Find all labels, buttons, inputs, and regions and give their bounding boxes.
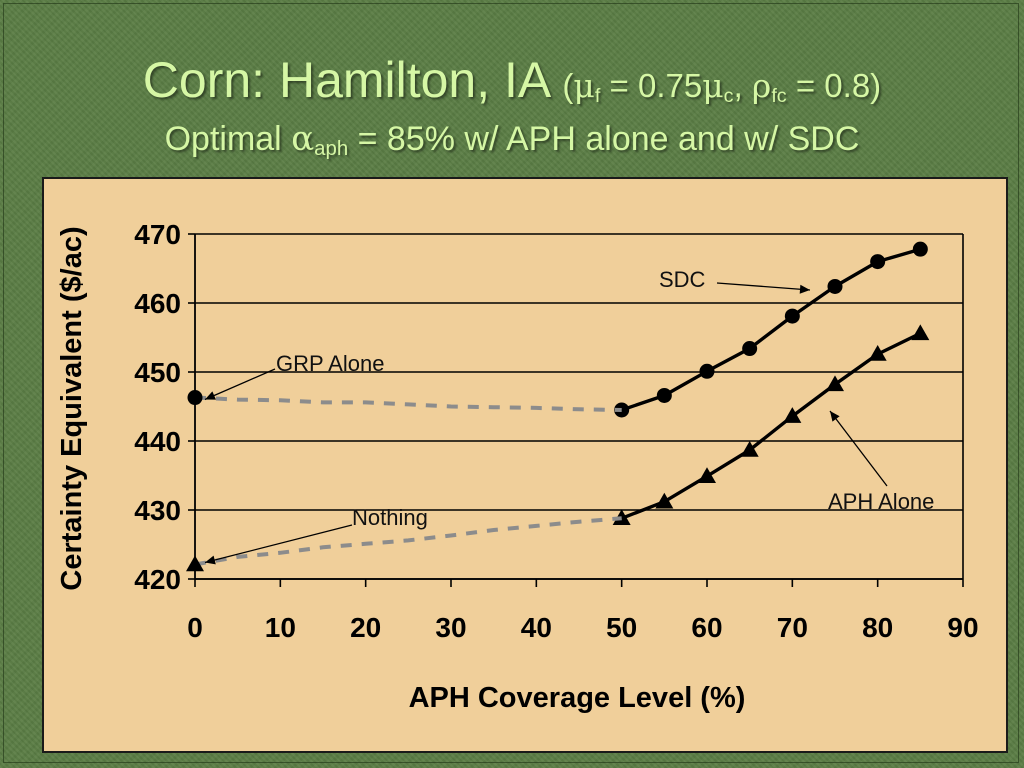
x-tick-label: 80: [862, 612, 893, 643]
slide-title: Corn: Hamilton, IA (μf = 0.75μc, ρfc = 0…: [0, 50, 1024, 116]
data-point-aph-alone: [911, 324, 930, 341]
data-point-aph-alone: [698, 467, 716, 483]
y-tick-label: 460: [134, 288, 181, 319]
annotation-arrowhead-grp-alone: [205, 391, 216, 400]
annotation-arrow-aph-alone: [829, 410, 888, 487]
data-point-sdc: [742, 341, 758, 357]
chart-panel: [42, 177, 1008, 753]
slide-subtitle: Optimal αaph = 85% w/ APH alone and w/ S…: [164, 119, 860, 161]
annotation-arrowhead-nothing: [205, 555, 216, 565]
title-main: Corn: Hamilton, IA: [142, 52, 549, 108]
annotation-arrowhead-sdc: [799, 284, 810, 294]
data-point-sdc: [656, 387, 672, 403]
annotation-label-nothing: Nothing: [352, 505, 428, 530]
series: [186, 241, 930, 572]
data-point-sdc: [912, 241, 928, 257]
annotation-arrow-grp-alone: [204, 368, 276, 401]
x-tick-label: 50: [606, 612, 637, 643]
x-tick-label: 0: [187, 612, 203, 643]
x-tick-label: 10: [265, 612, 296, 643]
data-point-aph-alone: [612, 509, 631, 526]
annotation-label-sdc: SDC: [659, 267, 706, 292]
y-tick-label: 450: [134, 357, 181, 388]
data-point-sdc: [699, 363, 715, 379]
y-tick-label: 470: [134, 219, 181, 250]
x-tick-label: 30: [435, 612, 466, 643]
data-point-sdc: [827, 278, 843, 294]
data-point-grp-alone: [187, 390, 203, 406]
data-point-aph-alone: [826, 375, 844, 392]
data-point-aph-alone: [868, 345, 887, 361]
annotation-arrow-sdc: [716, 282, 811, 291]
series-line-sdc: [621, 247, 921, 412]
x-tick-label: 40: [521, 612, 552, 643]
gridlines: [195, 233, 963, 580]
data-point-aph-alone: [740, 440, 759, 457]
annotation-label-aph-alone: APH Alone: [828, 489, 934, 514]
y-tick-label: 430: [134, 495, 181, 526]
data-point-aph-alone: [783, 407, 802, 423]
series-line-grp-alone: [194, 395, 622, 412]
x-tick-label: 70: [777, 612, 808, 643]
y-tick-label: 420: [134, 564, 181, 595]
x-axis-title: APH Coverage Level (%): [409, 682, 746, 714]
labels: 420 430 440 450 460 470 0 10 20 30 40 50 60 70 80 90 APH…: [56, 219, 979, 714]
y-tick-label: 440: [134, 426, 181, 457]
annotation-arrow-nothing: [204, 524, 353, 564]
data-point-aph-alone: [655, 492, 674, 509]
series-line-nothing: [194, 516, 622, 567]
x-tick-label: 90: [947, 612, 978, 643]
y-axis-title: Certainty Equivalent ($/ac): [56, 226, 88, 590]
title-parameters: (μf = 0.75μc, ρfc = 0.8): [562, 66, 882, 107]
annotation-label-grp-alone: GRP Alone: [276, 351, 384, 376]
x-tick-label: 60: [691, 612, 722, 643]
data-point-sdc: [870, 254, 886, 270]
data-point-sdc: [784, 308, 800, 324]
annotation-arrowhead-aph-alone: [830, 411, 840, 422]
data-point-nothing: [186, 555, 204, 572]
x-tick-label: 20: [350, 612, 381, 643]
axes: [188, 233, 964, 587]
